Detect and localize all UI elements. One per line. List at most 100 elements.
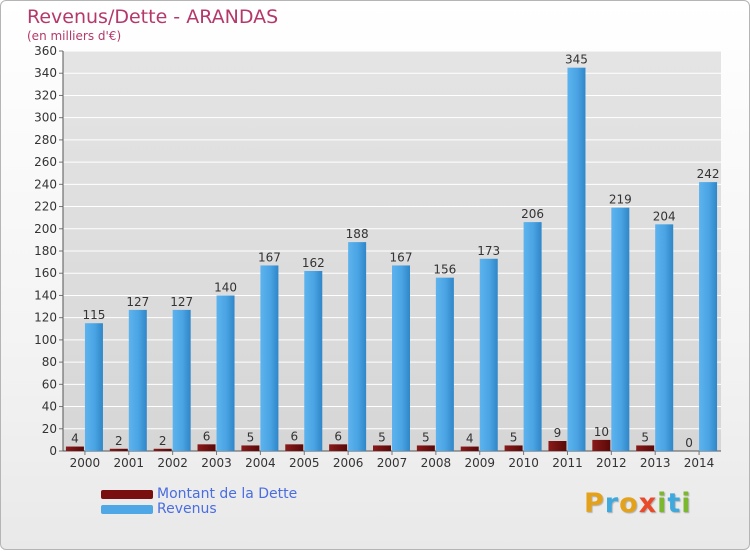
x-tick-label: 2002 [157, 456, 188, 470]
y-tick-label: 280 [34, 133, 57, 147]
y-tick-label: 0 [49, 444, 57, 458]
chart-title: Revenus/Dette - ARANDAS [27, 6, 279, 28]
data-label-dette: 9 [554, 426, 562, 440]
bar-dette [329, 444, 348, 451]
bar-dette [416, 445, 435, 451]
data-label-revenus: 219 [609, 193, 632, 207]
bar-revenus [611, 207, 630, 451]
data-label-dette: 5 [422, 430, 430, 444]
data-label-revenus: 167 [258, 250, 281, 264]
legend-swatch-dette [101, 490, 153, 499]
data-label-dette: 4 [71, 432, 79, 446]
legend-swatch-revenus [101, 505, 153, 514]
data-label-dette: 4 [466, 432, 474, 446]
data-label-revenus: 188 [346, 227, 369, 241]
data-label-dette: 0 [685, 436, 693, 450]
data-label-dette: 6 [290, 429, 298, 443]
x-tick-label: 2004 [245, 456, 276, 470]
bar-revenus [128, 309, 147, 451]
y-tick-label: 300 [34, 111, 57, 125]
bar-revenus [523, 222, 542, 451]
data-label-revenus: 115 [82, 308, 105, 322]
x-tick-label: 2001 [114, 456, 145, 470]
bar-dette [65, 446, 84, 451]
bar-revenus [84, 323, 103, 451]
x-tick-label: 2007 [377, 456, 408, 470]
bar-dette [153, 448, 172, 451]
bar-revenus [567, 67, 586, 452]
bar-revenus [304, 271, 323, 451]
y-tick-label: 60 [42, 377, 57, 391]
x-tick-label: 2009 [464, 456, 495, 470]
data-label-dette: 5 [247, 430, 255, 444]
data-label-dette: 10 [594, 425, 609, 439]
bar-revenus [172, 309, 191, 451]
bar-revenus [479, 258, 498, 451]
chart-subtitle: (en milliers d'€) [27, 29, 122, 43]
y-tick-label: 340 [34, 66, 57, 80]
y-tick-label: 320 [34, 88, 57, 102]
bar-revenus [392, 265, 410, 451]
y-tick-label: 200 [34, 222, 57, 236]
data-label-revenus: 140 [214, 280, 237, 294]
bar-revenus [699, 182, 718, 451]
bar-revenus [348, 242, 367, 451]
data-label-dette: 5 [641, 430, 649, 444]
y-tick-label: 260 [34, 155, 57, 169]
data-label-revenus: 162 [302, 256, 325, 270]
data-label-revenus: 127 [170, 295, 193, 309]
data-label-revenus: 156 [433, 263, 456, 277]
bar-dette [460, 446, 479, 451]
y-tick-label: 160 [34, 266, 57, 280]
bar-dette [504, 445, 523, 451]
data-label-revenus: 345 [565, 53, 588, 67]
legend-label-dette: Montant de la Dette [157, 486, 298, 502]
bar-dette [109, 448, 128, 451]
x-tick-label: 2011 [552, 456, 583, 470]
x-tick-label: 2010 [508, 456, 539, 470]
proxiti-logo: Proxiti [584, 488, 692, 519]
data-label-dette: 6 [203, 429, 211, 443]
legend-label-revenus: Revenus [157, 501, 217, 517]
bar-dette [373, 445, 391, 451]
data-label-dette: 5 [378, 430, 386, 444]
y-tick-label: 80 [42, 355, 57, 369]
bar-dette [285, 444, 304, 451]
y-tick-label: 100 [34, 333, 57, 347]
y-tick-label: 220 [34, 200, 57, 214]
bar-revenus [655, 224, 674, 451]
data-label-revenus: 242 [697, 167, 720, 181]
bar-dette [197, 444, 216, 451]
bar-revenus [435, 277, 454, 451]
x-tick-label: 2014 [684, 456, 715, 470]
y-tick-label: 240 [34, 177, 57, 191]
x-tick-label: 2000 [70, 456, 101, 470]
logo-letter: i [681, 488, 692, 519]
data-label-revenus: 127 [126, 295, 149, 309]
x-tick-label: 2012 [596, 456, 627, 470]
y-tick-label: 140 [34, 288, 57, 302]
bar-dette [592, 439, 611, 451]
x-tick-label: 2006 [333, 456, 364, 470]
y-tick-label: 40 [42, 400, 57, 414]
data-label-revenus: 167 [390, 250, 413, 264]
x-tick-label: 2013 [640, 456, 671, 470]
data-label-dette: 6 [334, 429, 342, 443]
logo-letter: t [667, 488, 682, 519]
data-label-revenus: 206 [521, 207, 544, 221]
y-tick-label: 360 [34, 44, 57, 58]
x-tick-label: 2008 [421, 456, 452, 470]
y-tick-label: 20 [42, 422, 57, 436]
logo-letter: x [638, 488, 658, 519]
data-label-dette: 2 [159, 434, 167, 448]
x-tick-label: 2003 [201, 456, 232, 470]
bar-dette [636, 445, 655, 451]
y-tick-label: 180 [34, 244, 57, 258]
x-tick-label: 2005 [289, 456, 320, 470]
y-tick-label: 120 [34, 311, 57, 325]
bar-dette [548, 441, 567, 451]
logo-letter: o [619, 488, 639, 519]
bar-dette [241, 445, 260, 451]
logo-letter: P [584, 488, 605, 519]
